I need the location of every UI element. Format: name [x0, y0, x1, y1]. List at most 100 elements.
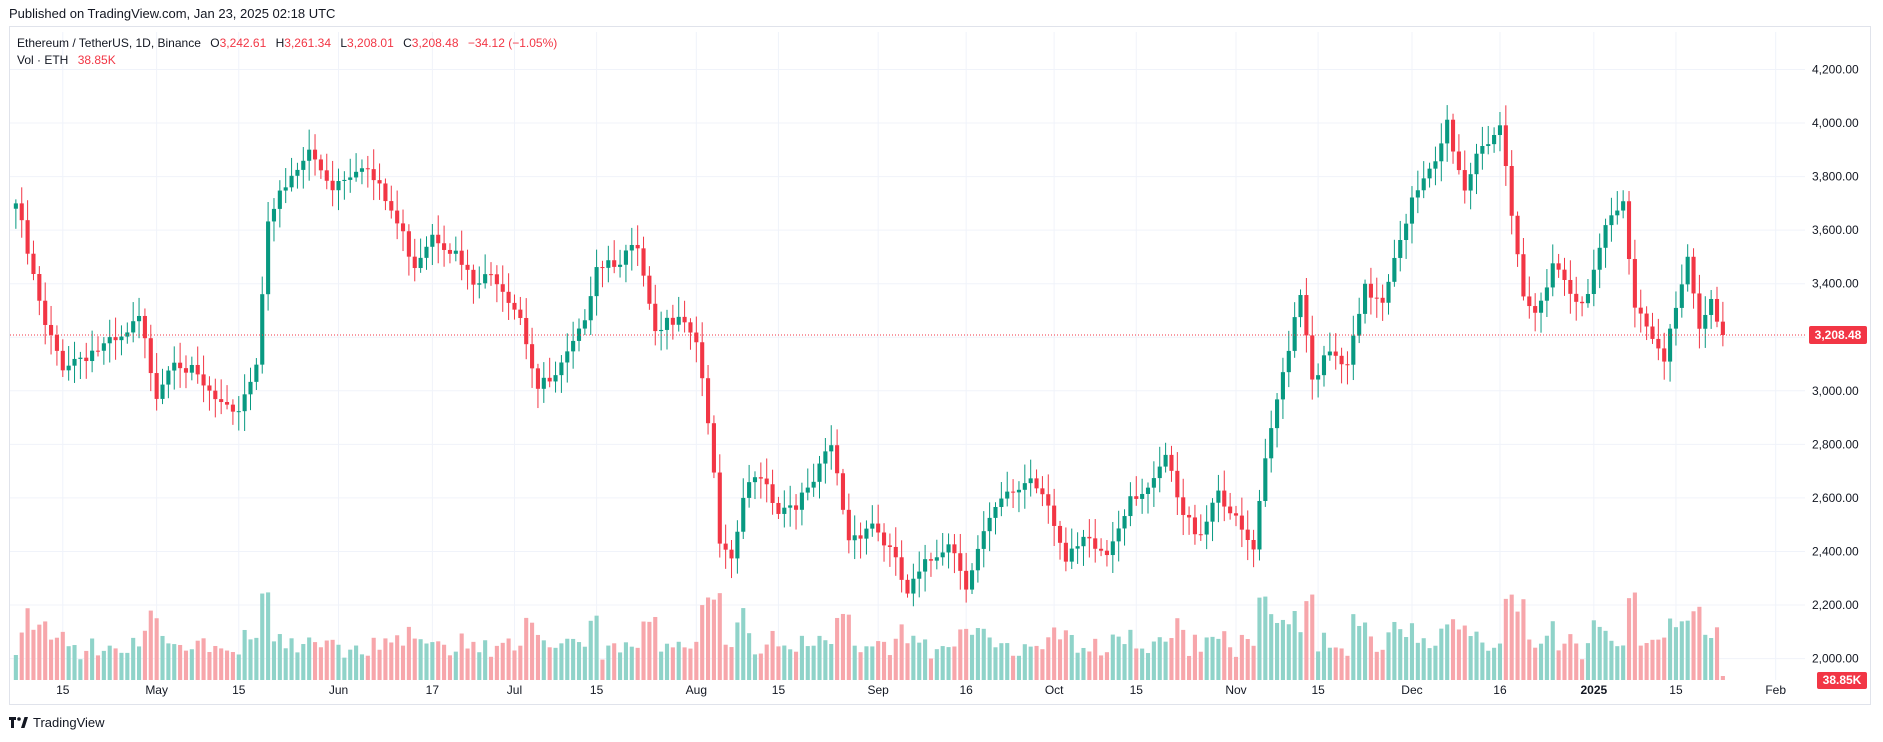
volume-bar — [623, 642, 628, 680]
volume-bar — [700, 605, 705, 680]
volume-bar — [1668, 618, 1673, 680]
volume-bar — [512, 650, 517, 680]
candle-body — [406, 231, 411, 257]
candle-body — [565, 351, 570, 363]
candle-body — [377, 180, 382, 184]
volume-bar — [260, 593, 265, 680]
volume-bar — [236, 654, 241, 680]
candle-body — [506, 291, 511, 303]
volume-bar — [1316, 651, 1321, 680]
tradingview-logo-icon — [9, 717, 28, 728]
candle-body — [1239, 515, 1244, 530]
candle-body — [811, 481, 816, 488]
volume-bar — [535, 634, 540, 680]
candle-body — [477, 283, 482, 285]
time-axis-label: 15 — [590, 683, 604, 697]
volume-bar — [125, 652, 130, 680]
volume-bar — [1292, 611, 1297, 680]
legend-volume-label: Vol · ETH — [17, 53, 69, 67]
volume-bar — [1398, 629, 1403, 680]
candle-body — [1251, 539, 1256, 550]
candle-body — [964, 570, 969, 590]
footer-branding[interactable]: TradingView — [9, 715, 105, 730]
volume-bar — [1456, 629, 1461, 680]
candle-body — [1040, 488, 1045, 495]
candle-body — [189, 364, 194, 373]
candle-body — [236, 411, 241, 413]
candle-body — [1497, 125, 1503, 136]
volume-bar — [1298, 632, 1303, 680]
volume-bar — [1011, 655, 1016, 680]
volume-bar — [1439, 628, 1444, 680]
volume-bar — [277, 634, 282, 680]
volume-bar — [659, 651, 664, 680]
time-axis-label: 15 — [1130, 683, 1144, 697]
candle-body — [1163, 454, 1168, 467]
candle-body — [1228, 506, 1233, 514]
volume-bar — [172, 644, 177, 680]
candle-body — [494, 274, 499, 285]
volume-bar — [324, 640, 329, 680]
candle-body — [588, 296, 593, 321]
volume-bar — [1673, 627, 1679, 680]
volume-bar — [160, 635, 165, 680]
volume-bar — [49, 639, 54, 680]
candle-body — [1609, 215, 1614, 226]
volume-bar — [283, 648, 288, 680]
chart-frame[interactable] — [9, 26, 1871, 705]
candle-body — [13, 203, 18, 209]
candle-body — [178, 362, 183, 369]
volume-bar — [1544, 635, 1549, 680]
volume-bar — [1134, 648, 1139, 680]
volume-bar — [958, 629, 963, 680]
candle-body — [330, 180, 335, 191]
candle-body — [535, 368, 540, 389]
candle-body — [1157, 466, 1162, 479]
volume-bar — [1386, 632, 1391, 680]
time-axis-label: 15 — [772, 683, 786, 697]
volume-bar — [776, 646, 781, 680]
volume-bar — [835, 617, 840, 680]
candle-body — [1257, 500, 1262, 550]
volume-bar — [1656, 639, 1661, 680]
volume-bar — [1521, 599, 1526, 680]
candle-body — [729, 549, 734, 559]
volume-bar — [342, 657, 347, 680]
candle-body — [999, 498, 1004, 507]
volume-bar — [928, 658, 934, 680]
volume-bars — [13, 592, 1725, 680]
candle-body — [1116, 528, 1121, 542]
candle-body — [1398, 239, 1403, 258]
candle-body — [1099, 548, 1104, 551]
candle-body — [1685, 256, 1690, 285]
candle-body — [1439, 143, 1444, 162]
candle-body — [430, 234, 435, 247]
candle-body — [958, 553, 963, 571]
volume-bar — [31, 629, 36, 680]
volume-bar — [612, 643, 617, 680]
candle-body — [1445, 119, 1450, 144]
price-axis-label: 2,000.00 — [1812, 652, 1859, 666]
volume-bar — [1028, 646, 1033, 680]
candle-body — [166, 370, 171, 385]
candle-body — [1574, 293, 1579, 302]
volume-bar — [1515, 611, 1520, 680]
candle-body — [1515, 215, 1520, 255]
volume-bar — [1198, 651, 1203, 680]
candle-body — [1538, 300, 1544, 313]
candle-body — [1222, 490, 1227, 507]
legend-price-row: Ethereum / TetherUS, 1D, Binance O3,242.… — [17, 35, 557, 52]
volume-bar — [1116, 636, 1121, 680]
candle-body — [1392, 257, 1397, 282]
candle-body — [84, 357, 89, 362]
volume-bar — [506, 638, 511, 680]
volume-bar — [131, 637, 136, 680]
volume-bar — [1679, 621, 1684, 680]
volume-bar — [917, 642, 922, 680]
candle-body — [1709, 298, 1714, 315]
candle-body — [1509, 166, 1514, 216]
candle-body — [606, 260, 611, 268]
candle-body — [928, 559, 934, 561]
candle-body — [160, 384, 165, 399]
